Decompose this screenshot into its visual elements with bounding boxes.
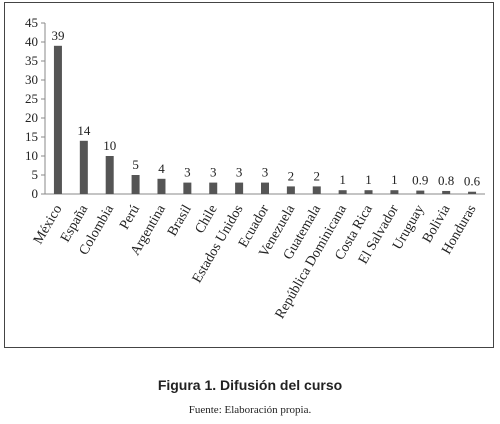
- y-tick-label: 10: [25, 148, 38, 163]
- y-tick-label: 45: [25, 15, 38, 30]
- bar: [209, 182, 218, 194]
- y-tick-label: 35: [25, 53, 38, 68]
- category-label: México: [31, 203, 65, 248]
- chart-frame: 0 5 10 15 20 25 30 35 40 45 39 México 14 España 10 Colo…: [4, 2, 494, 348]
- data-label: 2: [288, 168, 295, 183]
- bar: [79, 140, 88, 194]
- data-label: 4: [158, 161, 165, 176]
- data-label: 39: [51, 28, 64, 43]
- figure-title: Figura 1. Difusión del curso: [157, 377, 343, 393]
- data-label: 1: [391, 172, 398, 187]
- y-tick-label: 5: [32, 167, 39, 182]
- y-tick-label: 25: [25, 91, 38, 106]
- bar: [286, 186, 295, 194]
- data-label: 3: [184, 165, 191, 180]
- data-label: 3: [236, 165, 243, 180]
- y-tick-label: 40: [25, 34, 38, 49]
- data-label: 1: [339, 172, 346, 187]
- bar: [131, 175, 140, 194]
- data-label: 3: [210, 165, 217, 180]
- bar: [312, 186, 321, 194]
- data-label: 3: [262, 165, 269, 180]
- bar: [183, 182, 192, 194]
- data-label: 0.6: [464, 174, 481, 189]
- bar: [235, 182, 244, 194]
- bar: [105, 156, 114, 194]
- bar: [468, 191, 477, 194]
- figure-source: Fuente: Elaboración propia.: [188, 404, 312, 416]
- bar: [338, 190, 347, 194]
- data-label: 0.9: [412, 173, 428, 188]
- y-tick-label: 15: [25, 129, 38, 144]
- y-tick-label: 20: [25, 110, 38, 125]
- category-label: Brasil: [165, 202, 195, 239]
- bar: [442, 190, 451, 194]
- bar: [416, 190, 425, 194]
- data-label: 10: [103, 138, 116, 153]
- y-tick-label: 0: [32, 186, 39, 201]
- category-label: Perú: [117, 203, 143, 233]
- bar: [53, 45, 62, 194]
- bar: [364, 190, 373, 194]
- bar-chart: 05101520253035404539México14España10Colo…: [25, 15, 485, 321]
- data-label: 14: [77, 123, 91, 138]
- bar: [157, 178, 166, 194]
- data-label: 1: [365, 172, 372, 187]
- data-label: 5: [132, 157, 139, 172]
- data-label: 2: [314, 168, 321, 183]
- bar: [261, 182, 269, 194]
- data-label: 0.8: [438, 173, 454, 188]
- bar: [390, 190, 399, 194]
- y-tick-label: 30: [25, 72, 38, 87]
